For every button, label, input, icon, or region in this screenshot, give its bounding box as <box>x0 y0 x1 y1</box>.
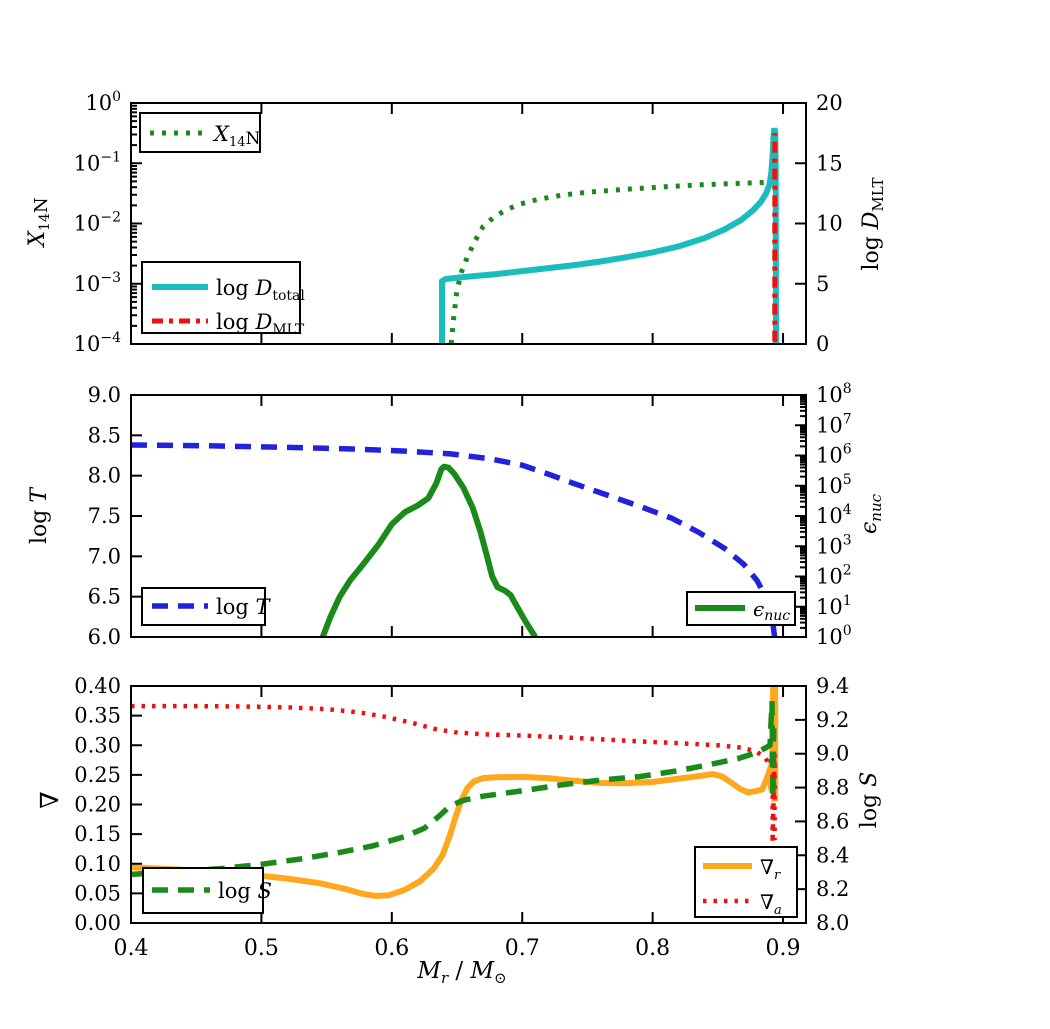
series-log-s <box>131 701 777 878</box>
tick-label: 6.0 <box>88 625 121 649</box>
legend-label-log-d-total: log Dtotal <box>216 276 305 304</box>
tick-label: 10−3 <box>74 270 121 296</box>
tick-label: 100 <box>85 89 121 115</box>
series-eps-nuc <box>319 463 538 637</box>
tick-label: 0.10 <box>74 852 121 876</box>
mid-right-axis-label: ϵnuc <box>857 493 885 534</box>
tick-label: 0.25 <box>74 763 121 787</box>
tick-label: 100 <box>816 623 852 649</box>
legend-label-log-s: log S <box>218 879 272 903</box>
series-x14n <box>448 179 774 344</box>
tick-label: 6.5 <box>88 585 121 609</box>
tick-label: 9.0 <box>816 742 849 766</box>
series-log-d-total <box>439 127 779 344</box>
x-tick-label: 0.6 <box>374 936 409 961</box>
legend-eps-nuc: ϵnuc <box>686 591 796 626</box>
tick-label: 7.0 <box>88 544 121 568</box>
tick-label: 8.8 <box>816 776 849 800</box>
tick-label: 105 <box>816 472 852 498</box>
tick-label: 10−2 <box>74 210 121 236</box>
x-axis-label: Mr / M⊙ <box>416 958 506 987</box>
series-nabla-a <box>131 703 777 844</box>
x-tick-label: 0.5 <box>244 936 279 961</box>
tick-label: 0.05 <box>74 881 121 905</box>
top-left-axis-label: X14N <box>25 197 53 248</box>
plot-panels: 100 10−1 10−2 10−3 10−4 0 5 10 15 20 9.0 8.5 8.0 7.5 7… <box>74 89 852 961</box>
tick-label: 8.0 <box>88 464 121 488</box>
tick-label: 8.6 <box>816 809 849 833</box>
tick-label: 101 <box>816 593 852 619</box>
tick-label: 9.4 <box>816 674 849 698</box>
legend-log-s: log S <box>142 867 272 914</box>
tick-label: 107 <box>816 411 852 437</box>
tick-label: 104 <box>816 502 852 528</box>
tick-label: 10−4 <box>74 330 121 356</box>
tick-label: 0.15 <box>74 822 121 846</box>
tick-label: 108 <box>816 381 852 407</box>
legend-label-nabla-r: ∇r <box>760 855 781 883</box>
tick-label: 0.35 <box>74 704 121 728</box>
tick-label: 8.4 <box>816 843 849 867</box>
tick-label: 0.40 <box>74 674 121 698</box>
legend-label-log-t: log T <box>216 595 271 619</box>
tick-label: 0.00 <box>74 911 121 935</box>
tick-label: 8.2 <box>816 877 849 901</box>
series-log-t <box>131 442 778 637</box>
tick-label: 0 <box>816 332 829 356</box>
top-right-axis-label: log DMLT <box>859 177 887 270</box>
legend-label-nabla-a: ∇a <box>760 890 782 918</box>
legend-diffusion: log Dtotal log DMLT <box>141 261 305 338</box>
legend-label-eps-nuc: ϵnuc <box>753 597 790 624</box>
tick-label: 20 <box>816 91 843 115</box>
x-tick-label: 0.9 <box>766 936 801 961</box>
bot-left-axis-label: ∇ <box>35 791 64 808</box>
tick-label: 5 <box>816 272 829 296</box>
tick-label: 7.5 <box>88 504 121 528</box>
tick-label: 9.2 <box>816 708 849 732</box>
legend-log-t: log T <box>141 587 271 626</box>
tick-label: 10−1 <box>74 149 121 175</box>
legend-label-log-d-mlt: log DMLT <box>216 310 305 338</box>
legend-x14n: X14N <box>139 112 261 153</box>
x-tick-label: 0.4 <box>114 936 149 961</box>
mid-left-axis-label: log T <box>27 486 52 544</box>
tick-label: 0.20 <box>74 793 121 817</box>
tick-label: 106 <box>816 442 852 468</box>
tick-label: 102 <box>816 563 852 589</box>
tick-label: 8.5 <box>88 423 121 447</box>
series-nabla-r <box>131 686 779 900</box>
tick-label: 15 <box>816 151 843 175</box>
legend-label-x14n: X14N <box>212 122 261 150</box>
legend-nabla: ∇r ∇a <box>694 846 798 918</box>
tick-label: 10 <box>816 212 843 236</box>
tick-label: 9.0 <box>88 383 121 407</box>
tick-label: 103 <box>816 532 852 558</box>
tick-label: 8.0 <box>816 911 849 935</box>
x-tick-label: 0.8 <box>635 936 670 961</box>
tick-label: 0.30 <box>74 733 121 757</box>
x-tick-label: 0.7 <box>505 936 540 961</box>
bot-right-axis-label: log S <box>857 772 882 828</box>
